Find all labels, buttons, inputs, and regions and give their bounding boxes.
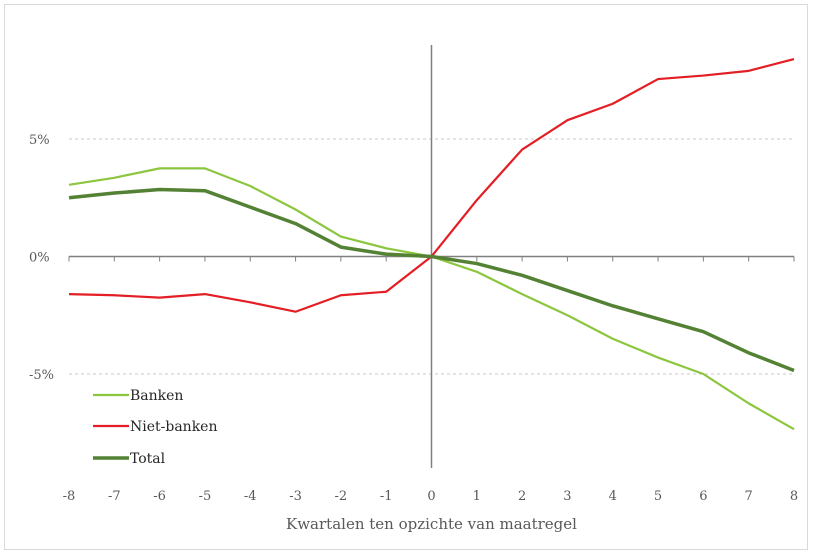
y-tick-label: -5% <box>29 368 54 383</box>
line-chart: -8 -7 -6 -5 -4 -3 -2 -1 0 1 2 3 4 5 6 7 8 -5% 0% 5% Kwarta… <box>29 45 798 533</box>
x-tick-label: 6 <box>699 489 707 504</box>
x-tick-label: -8 <box>63 489 76 504</box>
x-tick-label: 0 <box>427 489 435 504</box>
x-tick-label: 8 <box>790 489 798 504</box>
x-tick-label: 1 <box>473 489 481 504</box>
x-tick-label: -5 <box>199 489 212 504</box>
y-tick-labels: -5% 0% 5% <box>29 133 54 383</box>
x-tick-label: -1 <box>380 489 393 504</box>
x-tick-label: 2 <box>518 489 526 504</box>
x-tick-label: -4 <box>244 489 257 504</box>
chart-frame: -8 -7 -6 -5 -4 -3 -2 -1 0 1 2 3 4 5 6 7 8 -5% 0% 5% Kwarta… <box>4 4 808 550</box>
series-lines <box>68 58 795 431</box>
x-tick-label: 5 <box>654 489 662 504</box>
x-tick-label: -7 <box>108 489 121 504</box>
y-tick-label: 5% <box>29 133 50 148</box>
x-tick-label: 4 <box>609 489 617 504</box>
legend-label-niet-banken: Niet-banken <box>130 419 217 435</box>
x-tick-label: -6 <box>153 489 166 504</box>
x-tick-label: 3 <box>563 489 571 504</box>
y-tick-label: 0% <box>29 251 50 266</box>
x-tick-label: 7 <box>745 489 753 504</box>
series-line-total <box>68 187 795 373</box>
x-tick-label: -3 <box>289 489 302 504</box>
legend: Banken Niet-banken Total <box>93 388 217 467</box>
legend-label-total: Total <box>130 451 166 467</box>
legend-label-banken: Banken <box>130 388 183 404</box>
x-axis-title: Kwartalen ten opzichte van maatregel <box>286 515 577 533</box>
x-tick-label: -2 <box>335 489 348 504</box>
x-tick-labels: -8 -7 -6 -5 -4 -3 -2 -1 0 1 2 3 4 5 6 7 8 <box>63 489 798 504</box>
